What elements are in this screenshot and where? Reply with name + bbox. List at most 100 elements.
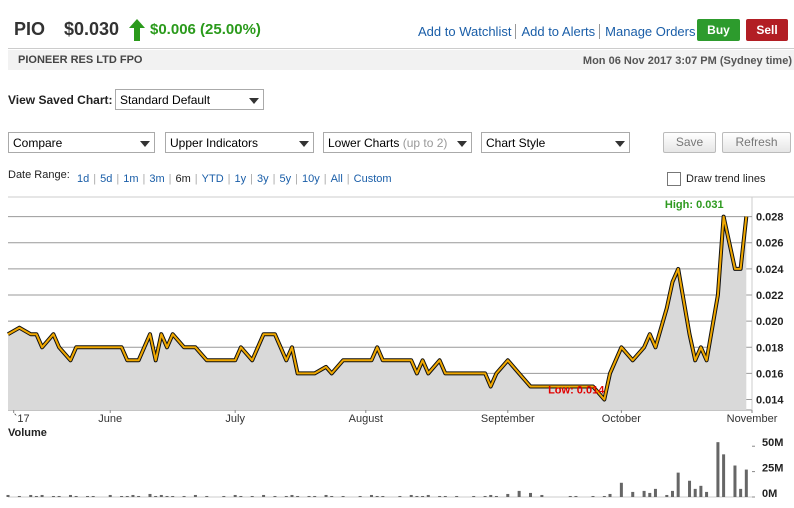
volume-bar <box>290 494 294 497</box>
range-link[interactable]: 5y <box>279 173 292 185</box>
volume-bar <box>642 490 646 497</box>
y-tick-label: 0.024 <box>756 264 784 276</box>
volume-bar <box>262 494 266 497</box>
volume-bar <box>17 495 21 497</box>
volume-bar <box>381 495 385 497</box>
volume-bar <box>699 485 703 497</box>
y-tick-label: 0.028 <box>756 212 784 224</box>
volume-bar <box>313 495 317 497</box>
watchlist-link[interactable]: Add to Watchlist <box>418 24 512 39</box>
volume-bar <box>193 494 197 497</box>
range-link[interactable]: 10y <box>301 173 320 185</box>
range-link[interactable]: 5d <box>100 173 113 185</box>
volume-bar <box>722 454 726 497</box>
price-line <box>7 215 748 401</box>
volume-tick-label: 50M <box>762 437 783 449</box>
y-tick-label: 0.018 <box>756 342 784 354</box>
x-tick-label: September <box>481 413 535 425</box>
range-separator: | <box>116 173 120 185</box>
volume-bar <box>670 490 674 497</box>
volume-bar <box>568 495 572 497</box>
volume-bar <box>438 495 442 497</box>
sell-button[interactable]: Sell <box>746 19 788 41</box>
volume-bar <box>171 495 175 497</box>
volume-bar <box>591 495 595 497</box>
volume-bar <box>205 495 209 497</box>
volume-bar <box>40 494 44 497</box>
volume-bar <box>148 493 152 497</box>
refresh-button[interactable]: Refresh <box>722 132 791 153</box>
x-tick-label: August <box>349 413 383 425</box>
lower-charts-label: Lower Charts <box>328 136 400 150</box>
date-range-label: Date Range: <box>8 169 70 181</box>
volume-bar <box>182 495 186 497</box>
lower-charts-select[interactable]: Lower Charts (up to 2) <box>323 132 472 153</box>
x-tick-label: June <box>98 413 122 425</box>
volume-bar <box>6 494 10 497</box>
volume-bar <box>443 495 447 497</box>
y-tick-label: 0.016 <box>756 368 784 380</box>
range-link[interactable]: All <box>330 173 343 185</box>
range-link[interactable]: 1y <box>234 173 247 185</box>
volume-bar <box>529 492 533 497</box>
saved-chart-select[interactable]: Standard Default <box>115 89 264 110</box>
alerts-link[interactable]: Add to Alerts <box>515 24 596 39</box>
volume-bar <box>693 488 697 497</box>
range-link[interactable]: YTD <box>201 173 224 185</box>
save-button[interactable]: Save <box>663 132 716 153</box>
volume-bar <box>631 491 635 497</box>
orders-link[interactable]: Manage Orders <box>599 24 696 39</box>
volume-bar <box>648 492 652 497</box>
volume-bar <box>125 495 129 497</box>
volume-bar <box>653 488 657 497</box>
volume-bar <box>108 494 112 497</box>
annotation: High: 0.031 <box>665 199 724 211</box>
range-link[interactable]: 6m <box>175 173 191 185</box>
volume-bar <box>330 495 334 497</box>
trend-checkbox[interactable] <box>667 172 681 186</box>
volume-bar <box>165 495 169 497</box>
y-tick-label: 0.022 <box>756 290 784 302</box>
range-separator: | <box>272 173 276 185</box>
saved-chart-label: View Saved Chart: <box>8 93 113 107</box>
annotation: Low: 0.014 <box>548 385 605 397</box>
volume-bar <box>540 494 544 497</box>
range-separator: | <box>250 173 253 185</box>
range-link[interactable]: 1m <box>123 173 139 185</box>
volume-bar <box>398 495 402 497</box>
range-link[interactable]: 3y <box>256 173 269 185</box>
price-area <box>8 216 747 410</box>
volume-bar <box>68 494 72 497</box>
price-change: $0.006 (25.00%) <box>150 21 261 38</box>
upper-indicators-select[interactable]: Upper Indicators <box>165 132 314 153</box>
volume-bar <box>222 495 226 497</box>
volume-bar <box>86 495 90 497</box>
chart-style-select[interactable]: Chart Style <box>481 132 630 153</box>
company-name: PIONEER RES LTD FPO <box>18 54 143 66</box>
volume-bar <box>51 495 55 497</box>
volume-bar <box>57 495 61 497</box>
y-tick-label: 0.020 <box>756 316 784 328</box>
volume-bar <box>409 494 413 497</box>
volume-bar <box>159 494 163 497</box>
header-bar <box>8 8 794 49</box>
volume-bar <box>273 495 277 497</box>
info-bar <box>8 50 794 70</box>
compare-select[interactable]: Compare <box>8 132 155 153</box>
volume-bar <box>705 491 709 497</box>
buy-button[interactable]: Buy <box>697 19 740 41</box>
range-link[interactable]: 3m <box>149 173 165 185</box>
volume-tick-label: 0M <box>762 488 777 500</box>
volume-bar <box>665 494 669 497</box>
range-link[interactable]: 1d <box>77 173 90 185</box>
date-ranges: 1d | 5d | 1m | 3m | 6m | YTD | 1y | 3y | 5y | 10y | All | Cust… <box>77 169 392 187</box>
volume-bar <box>688 480 692 497</box>
volume-bar <box>506 493 510 497</box>
volume-bar <box>489 494 493 497</box>
volume-title: Volume <box>8 427 47 439</box>
volume-tick-label: 25M <box>762 463 783 475</box>
range-link[interactable]: Custom <box>353 173 392 185</box>
volume-bar <box>517 490 521 497</box>
